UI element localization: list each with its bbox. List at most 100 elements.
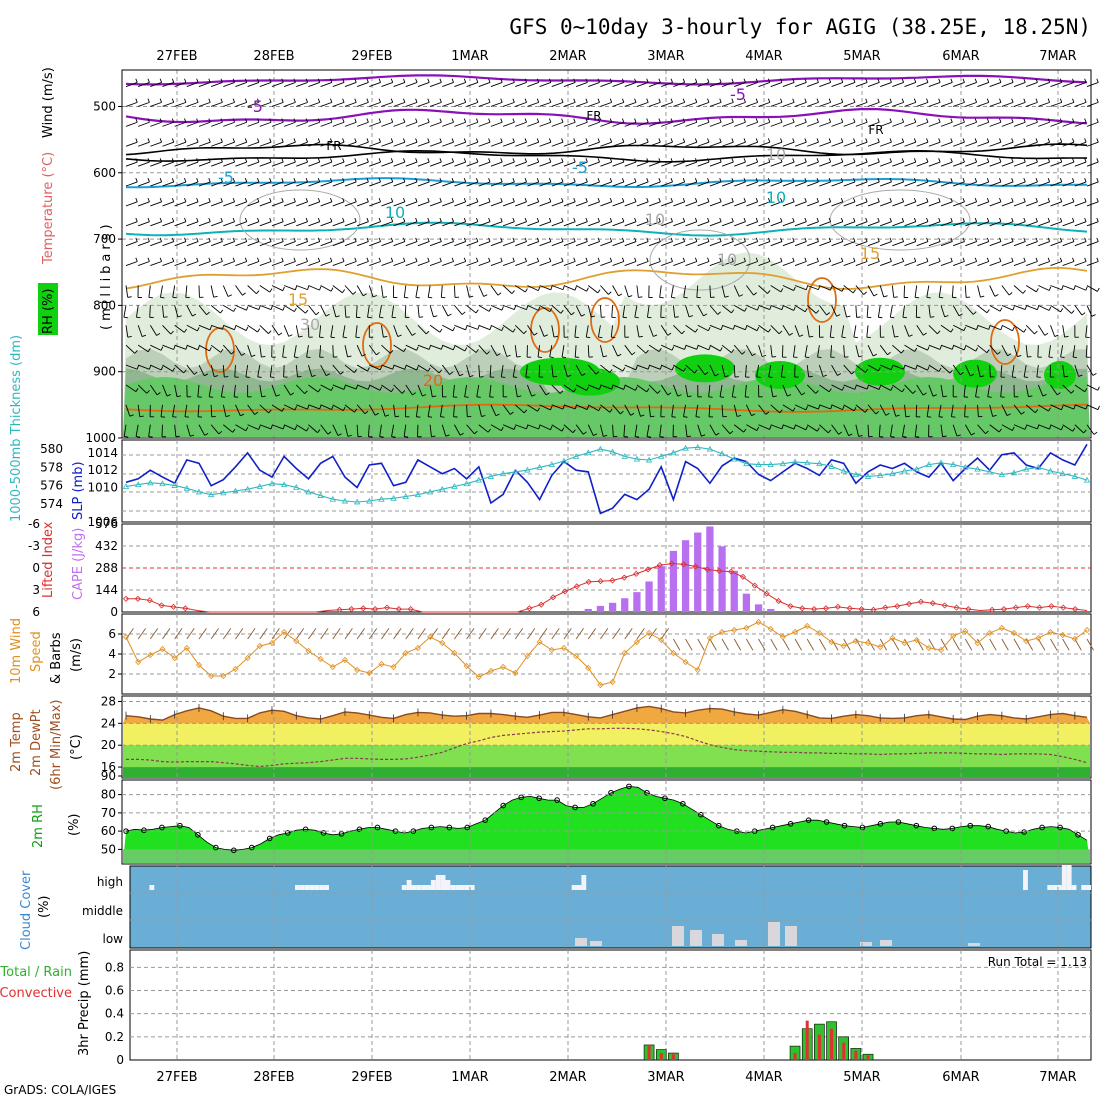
wind-barb-flag bbox=[488, 98, 491, 103]
rh-marker bbox=[320, 830, 327, 836]
wind-barb-flag bbox=[431, 435, 436, 438]
wind-barb bbox=[843, 384, 856, 390]
wind-barb bbox=[1025, 384, 1029, 397]
wind-barb-flag bbox=[853, 257, 856, 262]
wind-barb-flag bbox=[550, 285, 553, 290]
wind-barb bbox=[843, 181, 856, 187]
wind-barb bbox=[1086, 261, 1099, 267]
wind-barb-flag bbox=[865, 98, 868, 103]
wind-barb-flag bbox=[354, 158, 357, 163]
wind-barb-flag bbox=[581, 313, 586, 317]
wind-barb-flag bbox=[951, 345, 954, 350]
wind-barb-flag bbox=[561, 158, 564, 163]
wind-barb-flag bbox=[523, 330, 527, 335]
wind-barb-flag bbox=[488, 78, 491, 83]
wind-barb bbox=[210, 344, 221, 353]
wind-barb bbox=[794, 141, 807, 147]
thickness-marker bbox=[645, 456, 653, 463]
wind-barb bbox=[807, 201, 819, 207]
wind-barb-flag bbox=[305, 98, 308, 103]
wind-barb-flag bbox=[901, 349, 905, 354]
temp-bands bbox=[123, 706, 1090, 777]
ylabel-cloud-text: Cloud Cover bbox=[19, 870, 34, 950]
wind-barb-flag bbox=[707, 158, 710, 163]
wind-barb bbox=[685, 424, 688, 437]
wind-barb bbox=[575, 101, 588, 107]
wind-barb bbox=[320, 241, 333, 247]
thickness-marker bbox=[816, 460, 823, 467]
lifted-marker bbox=[633, 570, 640, 577]
wind-barb bbox=[659, 285, 662, 298]
wind-barb-flag bbox=[958, 313, 963, 317]
date-label-bottom: 29FEB bbox=[351, 1070, 392, 1085]
wind-barb bbox=[137, 404, 141, 417]
wind-barb bbox=[235, 82, 247, 87]
wind-barb-flag bbox=[1048, 407, 1051, 412]
wind-barb bbox=[138, 221, 150, 227]
ylabel-wind-text: Wind (m/s) bbox=[41, 67, 56, 138]
wind-barb-flag bbox=[463, 98, 467, 103]
wind-barb-flag bbox=[293, 158, 296, 163]
wind-barb bbox=[417, 344, 430, 350]
wind-barb-flag bbox=[282, 306, 285, 311]
wind-barb bbox=[210, 261, 223, 267]
precip-tick: 0.4 bbox=[105, 1007, 124, 1021]
wind-barb-flag bbox=[865, 118, 868, 123]
wind-barb bbox=[344, 241, 357, 247]
wind-barb-flag bbox=[390, 237, 394, 242]
cloud-high-bar bbox=[445, 880, 451, 890]
y-tick-label: 28 bbox=[101, 694, 116, 708]
wind-barb-flag bbox=[488, 257, 491, 262]
wind-barb-flag bbox=[719, 217, 722, 222]
wind-barb-flag bbox=[512, 197, 515, 202]
wind-barb bbox=[892, 141, 904, 147]
isotherm-minus5-a bbox=[125, 107, 1088, 125]
wind-barb-flag bbox=[512, 217, 515, 222]
lifted-index-line bbox=[126, 563, 1088, 613]
wind-barb bbox=[539, 384, 547, 396]
wind-barb bbox=[259, 101, 272, 107]
wind-barb bbox=[965, 201, 977, 207]
wind-barb bbox=[965, 344, 976, 352]
wind-barb-flag bbox=[352, 291, 357, 295]
rh-marker bbox=[787, 821, 794, 827]
wind-barb bbox=[673, 141, 685, 147]
wind-barb bbox=[320, 101, 333, 107]
cloud-high-bar bbox=[469, 885, 475, 890]
wind-barb-flag bbox=[864, 368, 869, 373]
wind-barb-flag bbox=[816, 138, 819, 143]
wind-barb bbox=[719, 384, 723, 397]
wind-barb bbox=[210, 324, 223, 330]
wind-barb-flag bbox=[792, 118, 795, 123]
wind-barb bbox=[867, 141, 880, 147]
wind-barb bbox=[150, 82, 162, 87]
wind-barb-flag bbox=[609, 408, 613, 413]
wind-barb bbox=[926, 404, 930, 417]
wind-barb-flag bbox=[755, 237, 759, 242]
wind-barb-flag bbox=[950, 98, 953, 103]
wind-barb bbox=[283, 404, 296, 411]
wind-barb-flag bbox=[621, 217, 625, 222]
wind-barb-flag bbox=[719, 78, 722, 83]
wind-barb bbox=[807, 141, 819, 147]
wind-barb bbox=[490, 201, 503, 207]
wind-barb-flag bbox=[220, 217, 223, 222]
wind-barb-flag bbox=[841, 287, 845, 292]
wind-barb bbox=[989, 365, 991, 378]
wind-barb bbox=[670, 285, 674, 298]
wind-barb bbox=[174, 344, 187, 350]
wind-barb bbox=[831, 305, 838, 317]
wind-barb bbox=[575, 285, 587, 292]
wind-barb bbox=[563, 141, 576, 147]
wind-barb bbox=[259, 384, 263, 397]
wind-barb-flag bbox=[609, 138, 613, 143]
wind-barb bbox=[624, 344, 633, 356]
wind-barb bbox=[964, 424, 972, 436]
rh-marker bbox=[572, 804, 578, 811]
wind-barb-flag bbox=[1059, 237, 1063, 242]
wind-barb-flag bbox=[146, 390, 150, 394]
wind-barb-flag bbox=[549, 307, 553, 312]
ylabel-wind10: 10m Wind bbox=[9, 618, 24, 684]
wind-barb-flag bbox=[562, 285, 565, 290]
